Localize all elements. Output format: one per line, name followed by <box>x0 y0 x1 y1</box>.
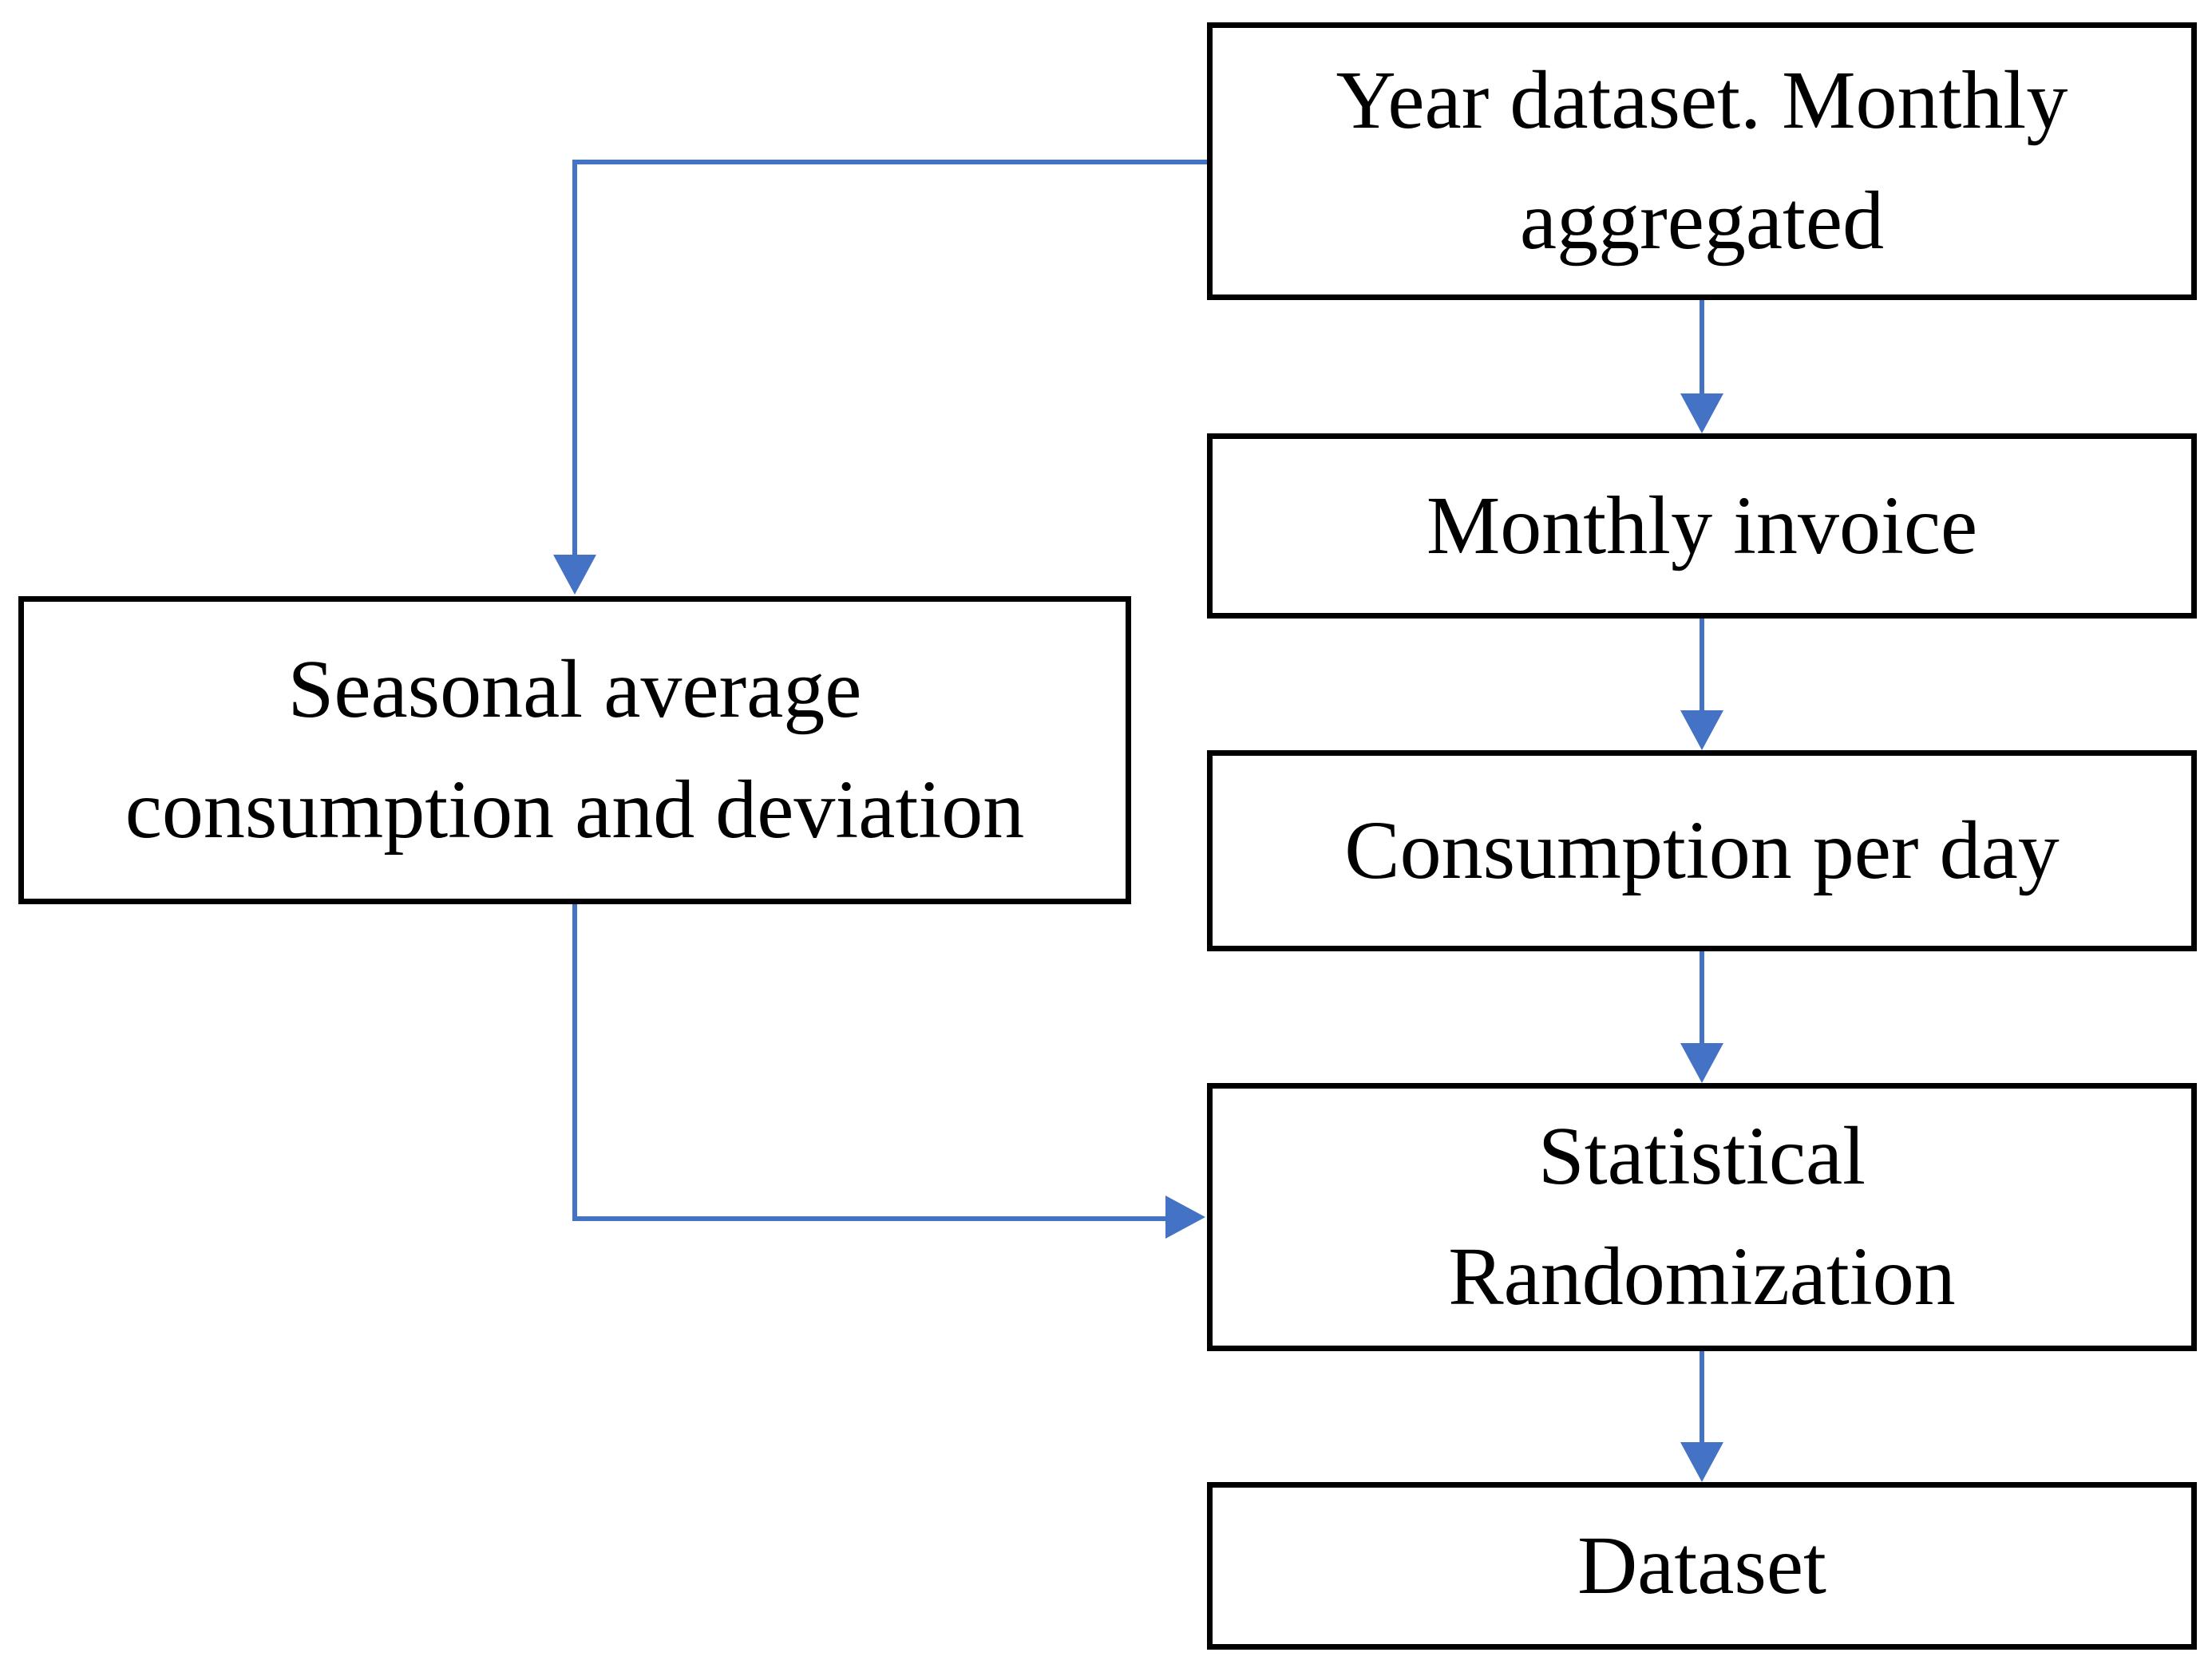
node-statistical-randomization-label: Statistical Randomization <box>1448 1110 1956 1322</box>
connector-seasonal-to-statistical-vertical <box>572 904 577 1221</box>
arrowhead-down-icon <box>1680 393 1723 433</box>
node-consumption-per-day: Consumption per day <box>1207 750 2197 951</box>
arrowhead-down-icon <box>1680 1043 1723 1083</box>
connector-consumption-to-statistical <box>1700 951 1704 1045</box>
connector-seasonal-to-statistical-horizontal <box>572 1216 1165 1221</box>
node-year-dataset-label: Year dataset. Monthly aggregated <box>1336 54 2068 267</box>
connector-statistical-to-dataset <box>1700 1351 1704 1444</box>
arrowhead-down-icon <box>1680 710 1723 750</box>
connector-year-to-seasonal-vertical <box>572 160 577 556</box>
node-dataset: Dataset <box>1207 1482 2197 1650</box>
connector-invoice-to-consumption <box>1700 619 1704 712</box>
node-monthly-invoice: Monthly invoice <box>1207 433 2197 619</box>
node-monthly-invoice-label: Monthly invoice <box>1426 479 1978 571</box>
node-statistical-randomization: Statistical Randomization <box>1207 1083 2197 1351</box>
arrowhead-down-icon <box>553 555 596 595</box>
arrowhead-down-icon <box>1680 1442 1723 1482</box>
node-seasonal-average: Seasonal average consumption and deviati… <box>18 596 1131 904</box>
node-consumption-per-day-label: Consumption per day <box>1344 804 2060 896</box>
connector-year-to-seasonal-horizontal <box>573 160 1207 164</box>
node-seasonal-average-label: Seasonal average consumption and deviati… <box>125 643 1025 856</box>
node-year-dataset: Year dataset. Monthly aggregated <box>1207 22 2197 300</box>
arrowhead-right-icon <box>1165 1196 1205 1239</box>
connector-year-to-invoice <box>1700 300 1704 395</box>
node-dataset-label: Dataset <box>1577 1519 1826 1611</box>
